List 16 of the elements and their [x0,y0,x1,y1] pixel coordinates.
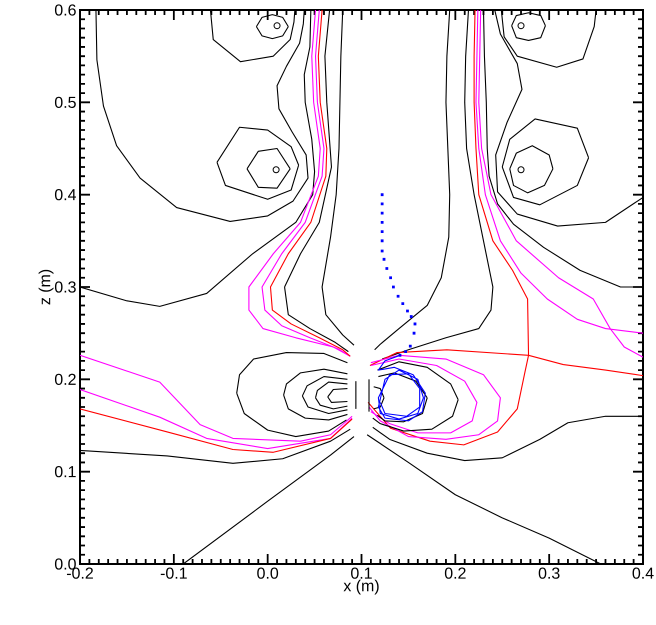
x-tick-label: -0.1 [160,568,187,579]
x-tick-label: 0.4 [632,568,654,579]
x-tick-label: 0.2 [444,568,466,579]
x-tick-label: 0.1 [351,568,372,579]
x-tick-label: -0.2 [66,568,93,579]
y-tick-label: 0.2 [54,374,76,385]
x-axis-title: x (m) [344,580,379,594]
y-tick-label: 0.1 [54,466,76,478]
y-tick-label: 0.4 [54,189,76,200]
y-tick-label: 0.6 [54,4,76,16]
y-axis-title: z (m) [38,270,54,305]
y-tick-label: 0.5 [54,96,76,108]
y-tick-label: 0.0 [54,558,76,570]
x-tick-label: 0.0 [257,568,278,579]
x-tick-label: 0.3 [538,568,560,579]
y-tick-label: 0.3 [54,281,76,293]
